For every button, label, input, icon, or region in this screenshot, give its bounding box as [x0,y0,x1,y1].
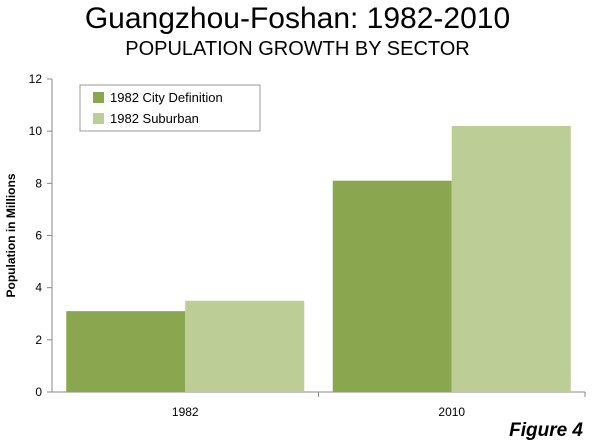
figure-label: Figure 4 [509,420,583,441]
legend-swatch [93,92,104,103]
y-tick-label: 0 [35,385,42,399]
bar-city-1982 [66,311,186,392]
y-tick-label: 4 [35,281,42,295]
chart-subtitle: POPULATION GROWTH BY SECTOR [125,38,470,60]
bar-suburban-1982 [185,300,305,392]
y-tick-label: 2 [35,333,42,347]
bars [66,125,571,392]
legend-label: 1982 City Definition [110,90,223,105]
chart-title: Guangzhou-Foshan: 1982-2010 [84,2,511,35]
y-tick-label: 6 [35,229,42,243]
bar-suburban-2010 [451,125,571,392]
y-tick-label: 8 [35,176,42,190]
x-tick-label: 1982 [172,405,199,419]
legend: 1982 City Definition 1982 Suburban [79,84,261,132]
y-tick-label: 10 [29,124,43,138]
legend-box [79,84,261,132]
x-tick-label: 2010 [438,405,465,419]
legend-label: 1982 Suburban [110,111,199,126]
axes: 0 2 4 6 8 10 12 Population in Millions 1982 2010 [4,72,586,419]
bar-city-2010 [332,180,452,392]
y-axis-title: Population in Millions [4,173,18,297]
y-tick-label: 12 [29,72,43,86]
legend-swatch [93,113,104,124]
